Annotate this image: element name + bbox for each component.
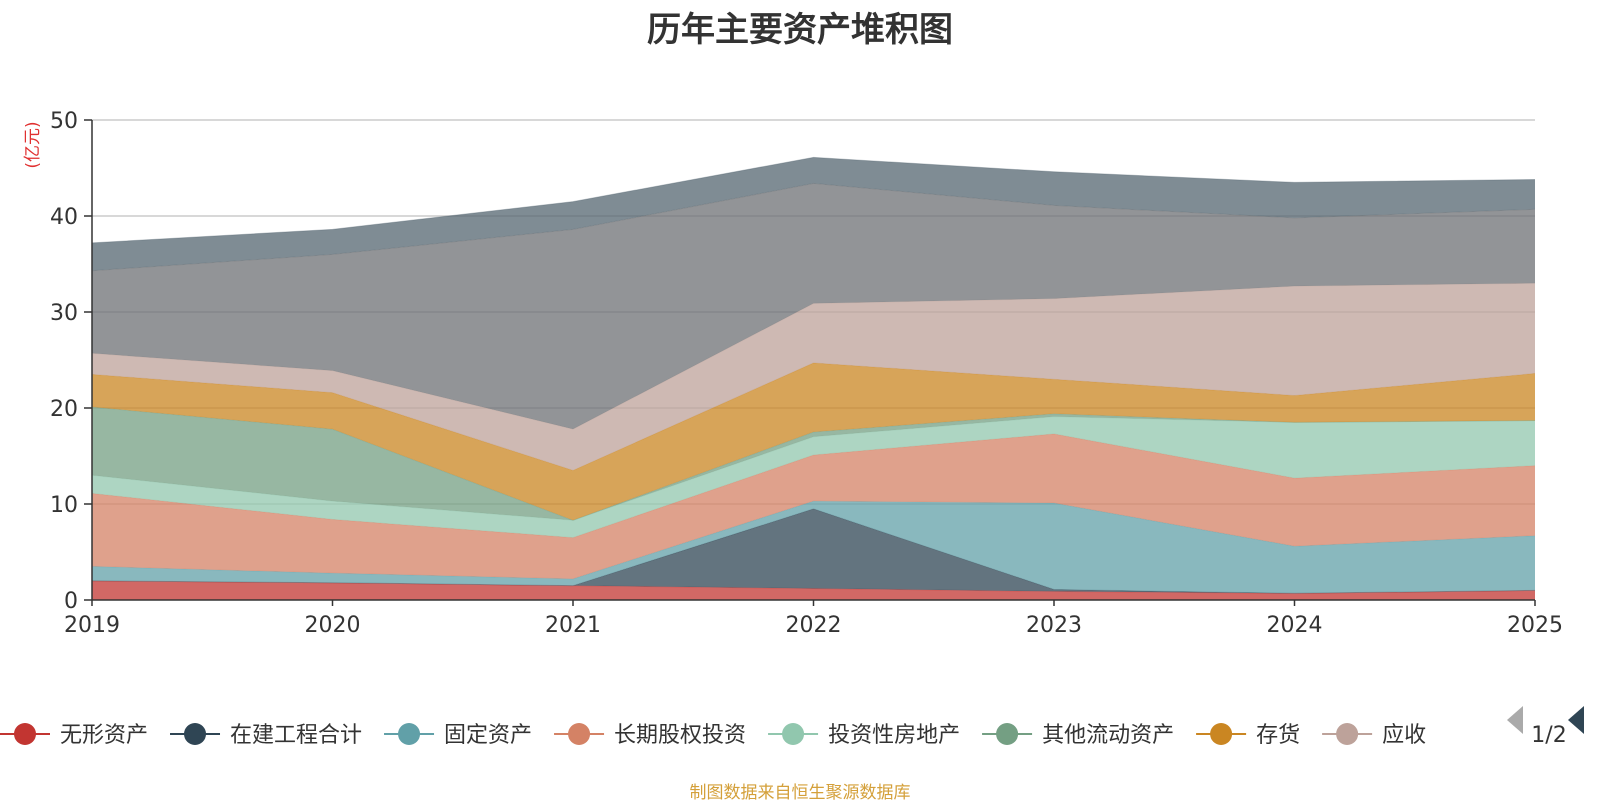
area-series-4[interactable] <box>92 433 1535 579</box>
x-tick-label: 2025 <box>1507 613 1563 638</box>
legend-item-label: 投资性房地产 <box>828 723 960 748</box>
legend-prev-page-icon[interactable] <box>1507 706 1523 734</box>
area-series-1[interactable] <box>92 580 1535 600</box>
legend-item-label: 无形资产 <box>60 723 148 748</box>
legend-item[interactable]: 无形资产 <box>0 723 148 748</box>
legend-marker-icon <box>1210 723 1233 745</box>
legend-marker-icon <box>14 723 36 745</box>
area-series-3[interactable] <box>92 501 1535 594</box>
data-source-note: 制图数据来自恒生聚源数据库 <box>689 783 911 803</box>
area-series-7[interactable] <box>92 362 1535 521</box>
legend-item[interactable]: 存货 <box>1196 723 1300 748</box>
x-tick-label: 2021 <box>545 613 601 638</box>
legend-next-page-icon[interactable] <box>1568 706 1584 734</box>
legend-item-label: 其他流动资产 <box>1042 723 1174 748</box>
x-tick-label: 2023 <box>1026 613 1082 638</box>
legend-item-label: 长期股权投资 <box>614 723 746 748</box>
legend-item-label: 固定资产 <box>444 723 532 748</box>
area-series-edge-10 <box>91 156 1536 244</box>
area-series-10[interactable] <box>92 157 1535 271</box>
legend-marker-icon <box>996 723 1019 745</box>
area-series-9[interactable] <box>92 183 1535 430</box>
legend-item[interactable]: 其他流动资产 <box>982 723 1174 748</box>
x-tick-label: 2020 <box>305 613 361 638</box>
legend-marker-icon <box>568 723 591 745</box>
legend-item[interactable]: 固定资产 <box>384 723 532 748</box>
y-tick-label: 40 <box>50 205 78 230</box>
axes: 0 10 20 30 40 50 2019 2020 2021 2022 2023 2024 2025 <box>50 109 1563 638</box>
legend-marker-icon <box>782 723 805 745</box>
y-tick-label: 50 <box>50 109 78 134</box>
legend-item[interactable]: 在建工程合计 <box>170 723 362 748</box>
y-tick-label: 10 <box>50 493 78 518</box>
legend-item[interactable]: 长期股权投资 <box>554 723 746 748</box>
x-tick-label: 2019 <box>64 613 120 638</box>
area-series-2[interactable] <box>92 508 1535 594</box>
y-tick-label: 30 <box>50 301 78 326</box>
legend-marker-icon <box>398 723 421 745</box>
legend-item-label: 在建工程合计 <box>230 723 362 748</box>
y-tick-label: 0 <box>64 589 78 614</box>
area-series-6[interactable] <box>92 407 1535 521</box>
x-tick-label: 2022 <box>786 613 842 638</box>
legend-item-label: 存货 <box>1256 723 1300 748</box>
legend-item[interactable]: 投资性房地产 <box>768 723 960 748</box>
legend-marker-icon <box>1336 723 1359 745</box>
legend-pager: 1/2 <box>1507 706 1584 748</box>
legend-page-indicator: 1/2 <box>1531 723 1566 748</box>
area-series-8[interactable] <box>92 283 1535 471</box>
legend-item[interactable]: 应收 <box>1322 723 1426 748</box>
chart-title: 历年主要资产堆积图 <box>647 10 953 50</box>
legend: 无形资产 在建工程合计 固定资产 长期股权投资 投资性房地产 其他流动资产 存货 应收 <box>0 723 1426 748</box>
x-tick-label: 2024 <box>1267 613 1323 638</box>
stacked-areas <box>91 156 1536 600</box>
y-tick-label: 20 <box>50 397 78 422</box>
legend-marker-icon <box>184 723 207 745</box>
area-series-5[interactable] <box>92 416 1535 538</box>
legend-items: 无形资产 在建工程合计 固定资产 长期股权投资 投资性房地产 其他流动资产 存货 应收 <box>0 723 1426 748</box>
legend-item-label: 应收 <box>1382 723 1426 748</box>
y-axis-unit-label: (亿元) <box>23 121 43 168</box>
